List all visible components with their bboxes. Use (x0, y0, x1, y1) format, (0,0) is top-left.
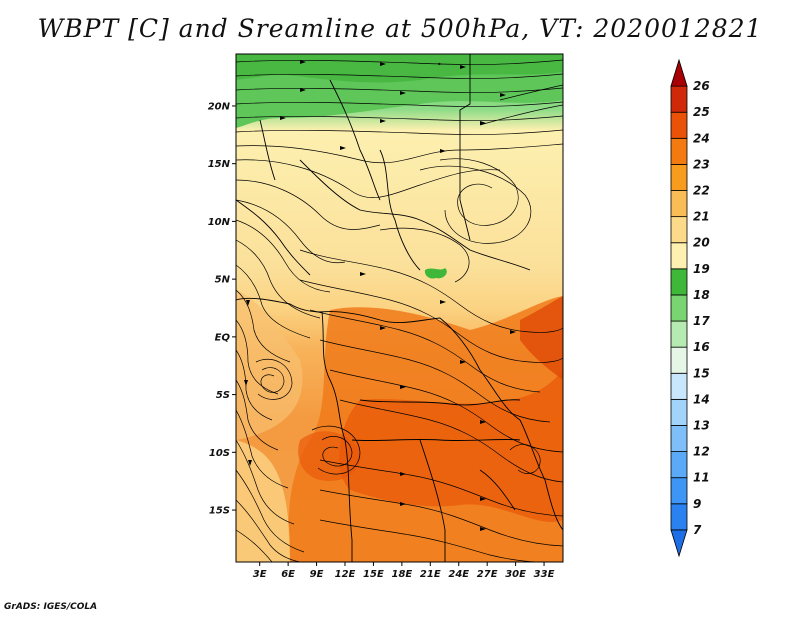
colorbar-label: 24 (693, 131, 710, 145)
colorbar-label: 18 (693, 288, 710, 302)
wbpt-field (236, 54, 563, 562)
colorbar-swatch (670, 294, 688, 322)
colorbar-label: 12 (693, 445, 710, 459)
colorbar-swatch (670, 190, 688, 218)
lon-label: 9E (310, 569, 324, 580)
colorbar-swatch (670, 425, 688, 452)
colorbar-label: 22 (693, 184, 710, 198)
colorbar-swatch (670, 164, 688, 191)
colorbar-label: 14 (693, 392, 710, 406)
colorbar-label: 15 (693, 366, 710, 380)
map-frame (235, 53, 564, 563)
colorbar-swatch (670, 111, 688, 139)
streamlines (236, 59, 563, 562)
colorbar-label: 23 (693, 157, 710, 171)
lon-label: 33E (534, 569, 555, 580)
lon-label: 30E (505, 569, 526, 580)
colorbar-label: 19 (693, 262, 710, 276)
lat-label: 15N (208, 159, 231, 170)
lat-label: 20N (208, 101, 231, 112)
map-title: WBPT [C] and Sreamline at 500hPa, VT: 20… (37, 14, 763, 43)
lat-label: 5N (215, 275, 231, 286)
latitude-axis: 20N 15N 10N 5N EQ 5S 10S 15S (208, 101, 236, 517)
colorbar-label: 9 (693, 497, 701, 511)
colorbar-swatch (670, 137, 688, 165)
colorbar-label: 26 (693, 79, 710, 93)
lat-label: EQ (215, 332, 231, 343)
lon-label: 18E (391, 569, 412, 580)
lon-label: 12E (335, 569, 356, 580)
colorbar-label: 20 (693, 236, 710, 250)
colorbar-swatch (670, 372, 688, 400)
colorbar-swatch (670, 503, 688, 531)
colorbar-swatch (670, 242, 688, 270)
colorbar-swatch (670, 320, 688, 348)
stream-arrows (244, 60, 516, 531)
colorbar-swatch (670, 451, 688, 479)
colorbar-swatch (670, 58, 688, 87)
lat-label: 15S (209, 506, 230, 517)
colorbar-label: 25 (693, 105, 710, 119)
colorbar-swatch (670, 398, 688, 426)
colorbar-label: 16 (693, 340, 710, 354)
colorbar-label: 11 (693, 471, 710, 485)
colorbar-swatch (670, 216, 688, 244)
colorbar-label: 7 (693, 523, 702, 537)
longitude-axis: 3E 6E 9E 12E 15E 18E 21E 24E 27E 30E 33E (253, 562, 555, 580)
map-panel: 20N 15N 10N 5N EQ 5S 10S 15S 3E 6E 9E 12E 15E 18E 21E… (208, 53, 564, 580)
lon-label: 15E (363, 569, 384, 580)
lat-label: 10N (208, 217, 231, 228)
lon-label: 21E (420, 569, 441, 580)
colorbar-label: 13 (693, 418, 710, 432)
lon-label: 6E (281, 569, 295, 580)
lon-label: 27E (477, 569, 498, 580)
lat-label: 10S (209, 448, 230, 459)
colorbar-label: 21 (693, 210, 710, 224)
country-borders (236, 54, 563, 562)
colorbar-swatch (670, 477, 688, 505)
colorbar-swatch (670, 268, 688, 296)
lon-label: 24E (448, 569, 469, 580)
colorbar-swatch (670, 346, 688, 374)
lat-label: 5S (216, 390, 230, 401)
colorbar-swatch (670, 529, 688, 558)
colorbar: 7 9 11 12 13 14 15 16 17 18 19 20 21 22 23 24 25 26 (670, 58, 710, 558)
lon-label: 3E (253, 569, 267, 580)
colorbar-label: 17 (693, 314, 710, 328)
colorbar-swatch (670, 85, 688, 113)
grads-credit: GrADS: IGES/COLA (4, 602, 98, 612)
